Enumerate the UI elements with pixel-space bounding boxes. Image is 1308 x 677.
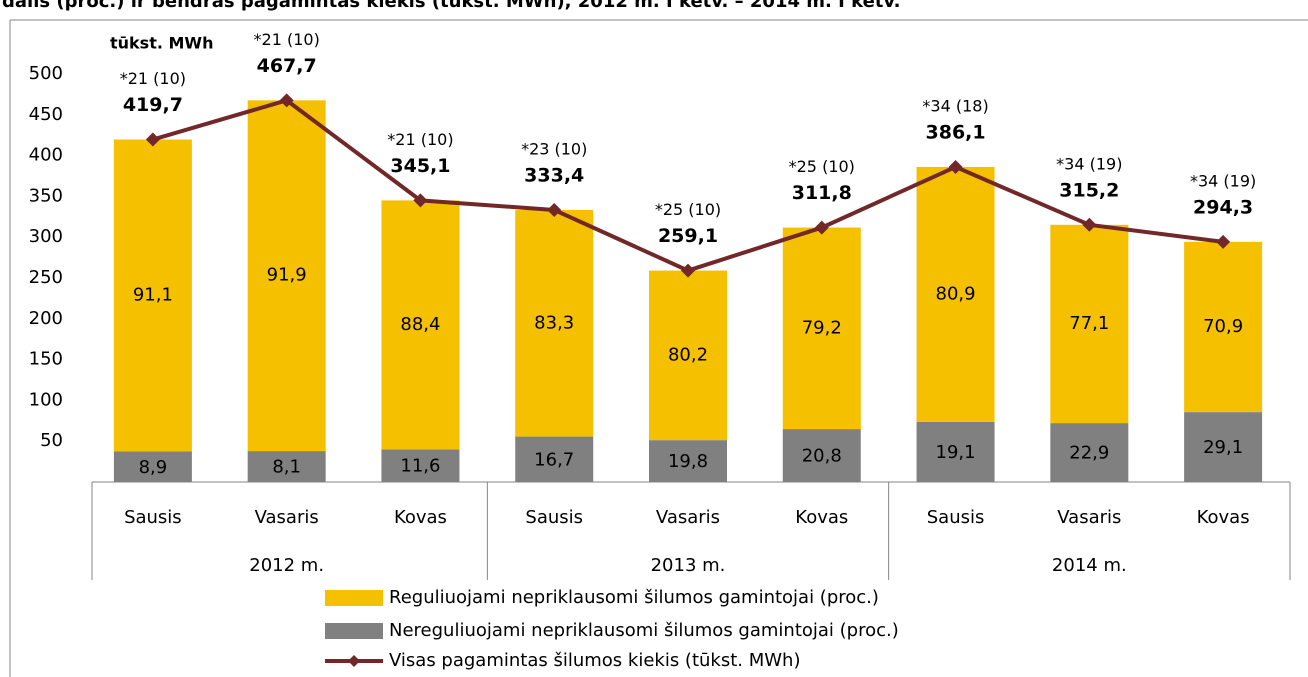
- data-label: 11,6: [400, 456, 440, 477]
- line-marker: [1082, 217, 1097, 232]
- bar-segment: [782, 429, 861, 482]
- y-tick-label: 500: [29, 63, 63, 84]
- bar-segment: [515, 209, 594, 437]
- y-tick-label: 250: [29, 267, 63, 288]
- bar-segment: [1184, 241, 1263, 413]
- annotation: *34 (18): [922, 96, 988, 115]
- data-label: 345,1: [390, 155, 450, 177]
- x-tick-label: Vasaris: [656, 507, 720, 528]
- data-label: 88,4: [400, 314, 440, 335]
- legend-label: Visas pagamintas šilumos kiekis (tūkst. …: [389, 650, 800, 671]
- y-tick-label: 450: [29, 104, 63, 125]
- x-tick-label: Kovas: [394, 507, 447, 528]
- data-label: 419,7: [123, 94, 183, 116]
- data-label: 19,8: [668, 451, 708, 472]
- annotation: *21 (10): [387, 130, 453, 149]
- data-label: 77,1: [1069, 313, 1109, 334]
- bar-segment: [1184, 412, 1263, 482]
- bar-segment: [113, 451, 192, 482]
- legend-swatch: [325, 590, 383, 606]
- data-label: 20,8: [802, 446, 842, 467]
- bar-segment: [381, 200, 460, 450]
- x-tick-label: Sausis: [124, 507, 182, 528]
- x-tick-label: Kovas: [795, 507, 848, 528]
- data-label: 22,9: [1069, 443, 1109, 464]
- bar-segment: [515, 436, 594, 482]
- bar-segment: [916, 421, 995, 482]
- legend-swatch: [325, 623, 383, 639]
- x-tick-label: Sausis: [525, 507, 583, 528]
- bar-segment: [247, 100, 326, 452]
- data-label: 80,9: [936, 283, 976, 304]
- data-label: 311,8: [792, 182, 852, 204]
- y-tick-label: 350: [29, 185, 63, 206]
- data-label: 19,1: [936, 442, 976, 463]
- legend-label: Nereguliuojami nepriklausomi šilumos gam…: [389, 620, 899, 641]
- y-tick-label: 100: [29, 389, 63, 410]
- x-tick-label: Sausis: [927, 507, 985, 528]
- group-label: 2012 m.: [249, 555, 324, 576]
- data-label: 91,1: [133, 285, 173, 306]
- bar-segment: [782, 227, 861, 430]
- data-label: 294,3: [1193, 196, 1253, 218]
- data-label: 333,4: [524, 164, 584, 186]
- annotation: *25 (10): [655, 200, 721, 219]
- y-tick-label: 50: [40, 430, 63, 451]
- line-marker: [413, 193, 428, 208]
- x-tick-label: Vasaris: [1057, 507, 1121, 528]
- x-tick-label: Kovas: [1197, 507, 1250, 528]
- y-tick-label: 150: [29, 349, 63, 370]
- data-label: 8,9: [139, 457, 168, 478]
- line-marker: [547, 202, 562, 217]
- data-label: 386,1: [926, 121, 986, 143]
- line-marker: [948, 159, 963, 174]
- data-label: 16,7: [534, 449, 574, 470]
- line-marker: [279, 93, 294, 108]
- data-label: 8,1: [272, 457, 301, 478]
- bar-segment: [1050, 423, 1129, 482]
- bar-segment: [649, 270, 727, 441]
- bar-segment: [381, 449, 460, 482]
- data-label: 70,9: [1203, 316, 1243, 337]
- annotation: *34 (19): [1190, 171, 1256, 190]
- line-marker: [1216, 234, 1231, 249]
- chart-title: dalis (proc.) ir bendras pagamintas kiek…: [2, 0, 901, 12]
- y-axis-unit: tūkst. MWh: [110, 34, 213, 53]
- group-label: 2014 m.: [1052, 555, 1127, 576]
- bar-segment: [1050, 224, 1129, 424]
- data-label: 29,1: [1203, 437, 1243, 458]
- legend-label: Reguliuojami nepriklausomi šilumos gamin…: [389, 587, 879, 608]
- annotation: *21 (10): [120, 69, 186, 88]
- y-tick-label: 300: [29, 226, 63, 247]
- y-tick-label: 400: [29, 145, 63, 166]
- annotation: *25 (10): [789, 157, 855, 176]
- x-tick-label: Vasaris: [255, 507, 319, 528]
- annotation: *23 (10): [521, 139, 587, 158]
- bar-segment: [916, 166, 995, 422]
- bar-segment: [247, 451, 326, 482]
- data-label: 80,2: [668, 344, 708, 365]
- line-marker: [681, 263, 695, 278]
- data-label: 91,9: [267, 265, 307, 286]
- line-marker: [145, 132, 160, 147]
- legend-marker: [348, 655, 360, 667]
- group-label: 2013 m.: [651, 555, 726, 576]
- annotation: *34 (19): [1056, 154, 1122, 173]
- y-tick-label: 200: [29, 308, 63, 329]
- line-marker: [814, 220, 829, 235]
- data-label: 259,1: [658, 225, 718, 247]
- bar-segment: [649, 440, 727, 482]
- data-label: 79,2: [802, 317, 842, 338]
- data-label: 83,3: [534, 312, 574, 333]
- data-label: 315,2: [1059, 179, 1119, 201]
- data-label: 467,7: [257, 55, 317, 77]
- annotation: *21 (10): [254, 30, 320, 49]
- bar-segment: [113, 139, 192, 452]
